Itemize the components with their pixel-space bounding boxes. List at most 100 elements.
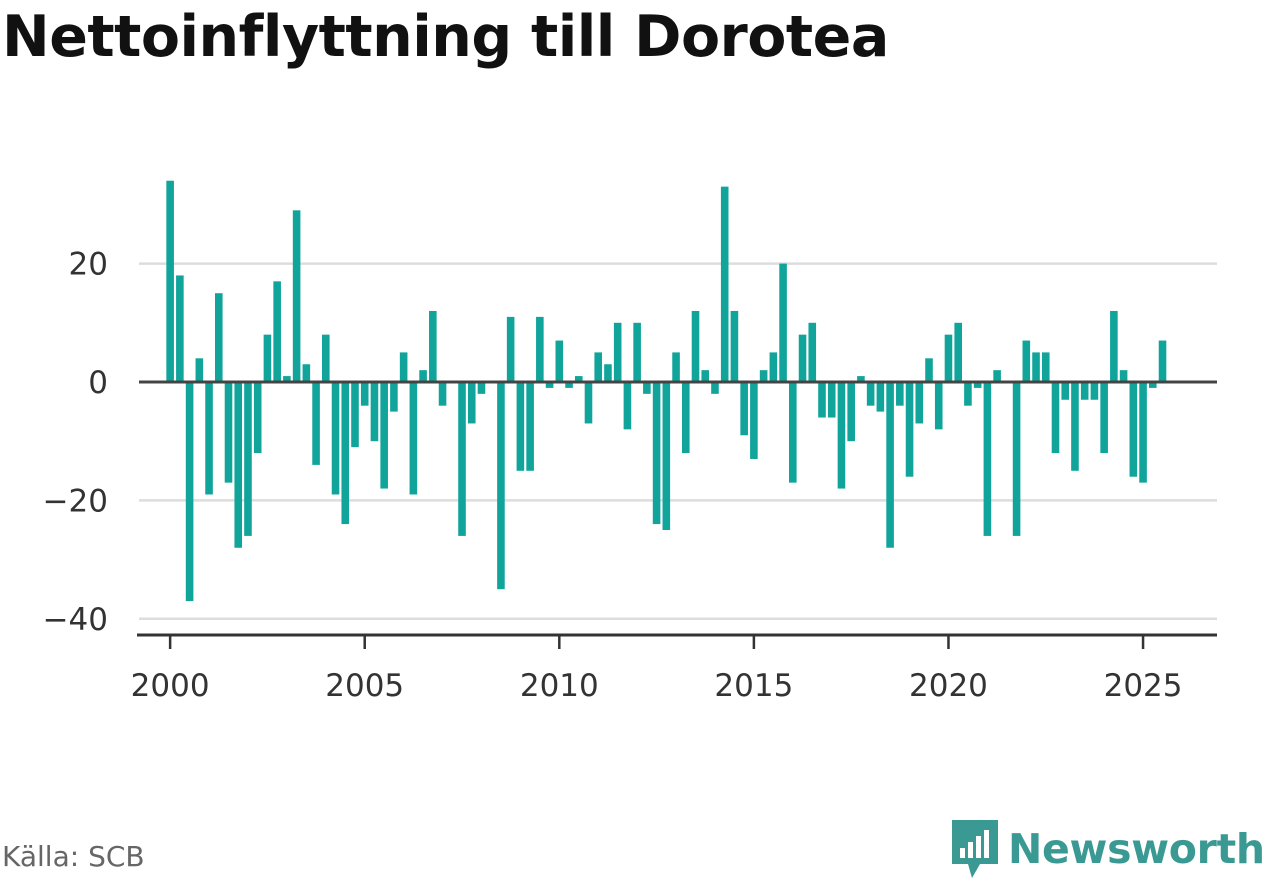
bar-25 <box>409 382 418 495</box>
bar-81 <box>954 322 962 382</box>
bar-52 <box>672 352 680 382</box>
bar-82 <box>964 382 972 406</box>
newsworthy-logo-icon <box>952 820 998 878</box>
bar-47 <box>623 382 632 430</box>
bar-28 <box>438 382 447 406</box>
bar-34 <box>497 382 505 590</box>
x-tick-label: 2020 <box>909 668 988 704</box>
bar-85 <box>993 370 1001 382</box>
bar-30 <box>458 382 466 536</box>
bar-14 <box>302 364 311 382</box>
bar-13 <box>292 210 301 382</box>
bar-99 <box>1129 382 1138 477</box>
bar-44 <box>594 352 603 382</box>
bar-89 <box>1032 352 1040 382</box>
bar-23 <box>390 382 398 412</box>
bar-56 <box>711 382 719 394</box>
y-tick-label: −20 <box>43 483 108 519</box>
x-tick-label: 2015 <box>714 668 793 704</box>
bar-2 <box>185 382 194 602</box>
source-note: Källa: SCB <box>2 840 145 873</box>
bar-76 <box>905 382 914 477</box>
bar-54 <box>691 310 700 382</box>
bar-17 <box>331 382 340 495</box>
bar-62 <box>769 352 778 382</box>
y-tick-label: −40 <box>43 602 108 638</box>
bar-63 <box>779 263 787 382</box>
bar-59 <box>740 382 748 436</box>
bar-12 <box>283 376 291 382</box>
bar-61 <box>759 370 768 382</box>
bar-40 <box>555 340 564 382</box>
bar-10 <box>263 334 272 382</box>
bar-27 <box>429 310 437 382</box>
bar-101 <box>1148 382 1157 388</box>
bar-79 <box>934 382 943 430</box>
bar-67 <box>818 382 826 418</box>
bars <box>166 180 1167 602</box>
bar-15 <box>312 382 320 465</box>
x-tick-label: 2000 <box>131 668 210 704</box>
bar-9 <box>253 382 262 454</box>
bar-20 <box>360 382 369 406</box>
bar-1 <box>176 275 184 382</box>
bar-68 <box>827 382 836 418</box>
bar-24 <box>399 352 408 382</box>
bar-37 <box>526 382 534 471</box>
bar-22 <box>380 382 388 489</box>
bar-19 <box>351 382 359 448</box>
x-tick-label: 2010 <box>520 668 599 704</box>
bar-16 <box>322 334 330 382</box>
bar-4 <box>205 382 213 495</box>
bar-57 <box>720 186 729 382</box>
bar-38 <box>536 316 544 382</box>
y-axis-ticks: 20 0 −20 −40 <box>43 247 108 638</box>
bar-78 <box>925 358 933 382</box>
bar-3 <box>195 358 204 382</box>
bar-84 <box>983 382 992 536</box>
bar-11 <box>273 281 281 382</box>
bar-32 <box>477 382 486 394</box>
bar-72 <box>866 382 875 406</box>
bar-36 <box>516 382 525 471</box>
y-tick-label: 0 <box>88 365 108 401</box>
gridlines <box>139 262 1217 621</box>
bar-51 <box>662 382 671 530</box>
bar-21 <box>370 382 379 442</box>
bar-18 <box>341 382 350 525</box>
brand-name: Newsworthy <box>1008 825 1262 873</box>
bar-69 <box>837 382 846 489</box>
bar-87 <box>1012 382 1021 536</box>
bar-80 <box>944 334 953 382</box>
bar-95 <box>1090 382 1099 400</box>
bar-93 <box>1071 382 1079 471</box>
bar-77 <box>915 382 924 424</box>
bar-73 <box>876 382 885 412</box>
bar-43 <box>584 382 593 424</box>
bar-31 <box>467 382 476 424</box>
x-axis-ticks: 2000 2005 2010 2015 2020 2025 <box>131 635 1183 704</box>
bar-53 <box>681 382 690 454</box>
bar-65 <box>798 334 807 382</box>
bar-75 <box>896 382 904 406</box>
bar-66 <box>808 322 817 382</box>
bar-88 <box>1022 340 1031 382</box>
x-tick-label: 2005 <box>325 668 404 704</box>
bar-70 <box>847 382 855 442</box>
bar-83 <box>973 382 982 388</box>
bar-100 <box>1139 382 1147 483</box>
bar-98 <box>1119 370 1128 382</box>
bar-7 <box>234 382 243 548</box>
bar-39 <box>545 382 554 388</box>
bar-71 <box>857 376 865 382</box>
brand-logo[interactable]: Newsworthy <box>950 818 1262 880</box>
bar-49 <box>643 382 651 394</box>
y-tick-label: 20 <box>69 247 108 283</box>
bar-42 <box>574 376 583 382</box>
bar-97 <box>1110 310 1118 382</box>
bar-90 <box>1041 352 1050 382</box>
bar-91 <box>1051 382 1060 454</box>
chart-title: Nettoinflyttning till Dorotea <box>2 4 889 70</box>
bar-45 <box>604 364 612 382</box>
